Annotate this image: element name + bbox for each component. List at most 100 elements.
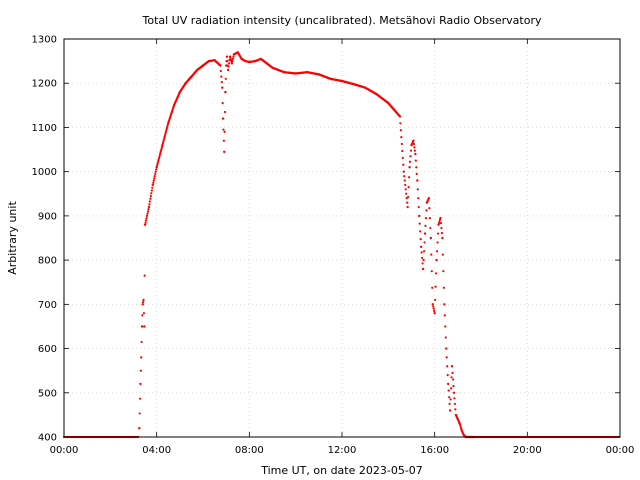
data-point <box>151 186 154 189</box>
data-point <box>417 197 420 200</box>
data-point <box>448 402 451 405</box>
data-point <box>440 231 444 235</box>
x-tick-label: 08:00 <box>235 445 264 456</box>
data-point <box>437 221 441 225</box>
data-point <box>446 373 449 377</box>
data-point <box>142 301 145 304</box>
data-point <box>146 210 150 213</box>
data-point <box>448 396 451 399</box>
data-point <box>142 312 146 315</box>
data-point <box>399 122 402 125</box>
data-point <box>226 68 230 72</box>
data-point <box>439 221 443 225</box>
data-point <box>138 412 141 415</box>
data-point <box>148 200 152 203</box>
data-point <box>440 226 443 230</box>
data-point <box>450 365 454 368</box>
y-tick-label: 600 <box>38 344 57 355</box>
data-point <box>447 389 450 392</box>
data-point <box>150 192 153 195</box>
data-point <box>446 365 449 368</box>
data-point <box>429 236 433 240</box>
data-point <box>142 298 145 302</box>
data-point <box>161 142 165 145</box>
data-point <box>161 143 164 147</box>
data-point <box>404 188 407 191</box>
data-point <box>428 217 431 220</box>
data-point <box>415 166 418 169</box>
data-point <box>452 391 456 394</box>
data-point <box>409 155 412 158</box>
data-point <box>412 139 415 142</box>
data-point <box>407 186 410 189</box>
data-point <box>433 311 436 315</box>
y-tick-label: 400 <box>38 433 57 444</box>
data-point <box>423 232 427 235</box>
data-point <box>154 170 157 173</box>
data-point <box>449 398 452 401</box>
data-point <box>409 149 413 152</box>
data-point <box>403 179 406 182</box>
data-point <box>432 305 435 308</box>
x-tick-label: 16:00 <box>420 445 449 456</box>
data-point <box>143 325 146 328</box>
data-point <box>430 270 433 273</box>
data-point <box>434 298 437 302</box>
data-point <box>443 303 446 306</box>
x-tick-label: 04:00 <box>142 445 171 456</box>
data-point <box>143 223 147 226</box>
data-point <box>153 174 156 178</box>
data-point <box>224 64 228 67</box>
y-tick-labels: 400 500 600 700 800 900 1000 1100 1200 1300 <box>32 35 57 444</box>
data-point <box>220 75 223 78</box>
data-point <box>231 60 234 63</box>
data-point <box>405 192 408 195</box>
data-point <box>432 307 435 310</box>
data-point <box>156 164 159 167</box>
data-point <box>407 195 410 199</box>
data-point <box>226 60 229 63</box>
data-point <box>427 197 431 200</box>
data-point <box>404 183 407 187</box>
data-point <box>421 267 425 271</box>
data-point <box>421 256 424 259</box>
data-point <box>449 387 453 390</box>
data-point <box>441 253 444 256</box>
data-point <box>435 272 438 275</box>
data-point <box>425 209 428 212</box>
data-point <box>459 424 462 427</box>
data-point <box>139 369 142 372</box>
data-point <box>424 224 427 227</box>
y-tick-label: 500 <box>38 388 57 399</box>
data-point <box>149 197 152 200</box>
data-point <box>419 230 422 233</box>
data-point <box>164 133 167 137</box>
data-point <box>157 157 160 160</box>
data-point <box>431 286 434 289</box>
data-point <box>421 262 424 265</box>
data-point <box>158 154 161 157</box>
data-point <box>231 57 235 61</box>
data-point <box>141 314 144 317</box>
data-point <box>150 189 153 192</box>
data-point <box>164 130 168 133</box>
data-point <box>163 137 166 140</box>
data-point <box>435 250 439 253</box>
data-point <box>230 62 234 65</box>
x-axis-label: Time UT, on date 2023-05-07 <box>260 464 423 477</box>
data-point <box>408 166 411 169</box>
data-point <box>399 129 402 132</box>
data-point <box>443 314 446 317</box>
data-point <box>145 214 149 217</box>
data-point <box>441 236 444 240</box>
grid <box>64 39 620 437</box>
data-point <box>222 128 225 131</box>
y-tick-label: 900 <box>38 211 57 222</box>
data-point <box>439 216 442 220</box>
data-point <box>413 146 416 149</box>
y-tick-label: 1300 <box>32 35 57 46</box>
data-point <box>423 241 426 244</box>
data-point <box>418 222 421 225</box>
data-point <box>453 397 456 400</box>
data-point <box>430 253 433 256</box>
